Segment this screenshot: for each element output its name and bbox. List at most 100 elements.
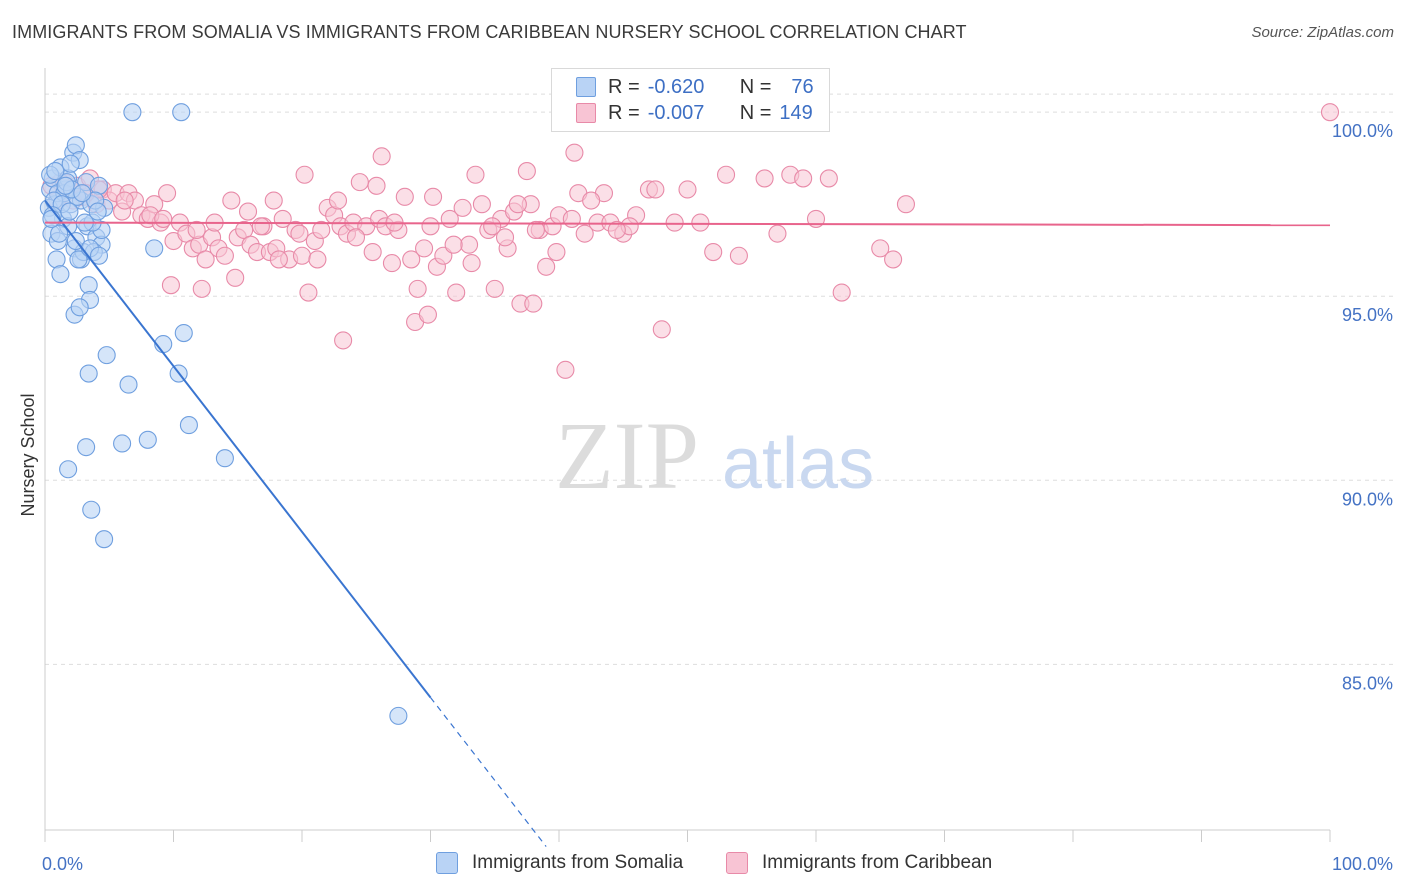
caribbean-point-77	[537, 257, 556, 276]
caribbean-point-144	[607, 220, 626, 240]
caribbean-point-132	[187, 220, 206, 240]
caribbean-point-83	[575, 224, 594, 243]
somalia-legend-swatch	[436, 852, 458, 874]
y-axis-label: Nursery School	[18, 393, 38, 516]
caribbean-point-80	[556, 360, 575, 379]
chart-source: Source: ZipAtlas.com	[1251, 24, 1394, 41]
caribbean-point-95	[755, 169, 774, 188]
somalia-point-40	[174, 323, 193, 343]
y-tick-label-0: 85.0%	[1342, 673, 1393, 693]
x-tick-label-1: 100.0%	[1332, 854, 1393, 874]
caribbean-point-112	[290, 224, 309, 243]
somalia-point-62	[69, 250, 88, 269]
caribbean-point-53	[382, 254, 402, 273]
caribbean-point-56	[402, 250, 421, 269]
caribbean-point-50	[363, 243, 382, 262]
y-tick-labels: 85.0% 90.0% 95.0% 100.0%	[1332, 121, 1393, 693]
trend-lines	[44, 199, 1331, 847]
caribbean-point-66	[466, 165, 485, 184]
caribbean-point-75	[524, 294, 543, 313]
somalia-point-60	[145, 239, 164, 258]
somalia-point-66	[73, 184, 92, 203]
somalia-point-46	[59, 460, 78, 479]
somalia-point-49	[123, 103, 142, 122]
caribbean-point-55	[395, 187, 414, 206]
caribbean-point-105	[115, 191, 134, 210]
caribbean-point-119	[424, 187, 443, 206]
caribbean-point-27	[215, 246, 234, 265]
caribbean-point-148	[161, 276, 180, 295]
caribbean-point-108	[192, 279, 211, 298]
caribbean-point-141	[526, 220, 545, 240]
caribbean-point-142	[547, 243, 566, 262]
somalia-n-label: N =	[739, 75, 772, 98]
somalia-point-42	[138, 430, 157, 449]
caribbean-points	[42, 103, 1340, 379]
caribbean-point-110	[251, 217, 270, 236]
caribbean-point-115	[346, 228, 366, 247]
caribbean-point-100	[884, 250, 903, 269]
caribbean-legend-label: Immigrants from Caribbean	[762, 852, 993, 873]
somalia-point-48	[95, 530, 114, 549]
caribbean-point-111	[269, 250, 288, 269]
caribbean-r-label: R =	[608, 101, 640, 124]
caribbean-point-40	[299, 283, 318, 302]
x-tick-labels: 0.0% 100.0%	[42, 854, 1393, 874]
chart-title: IMMIGRANTS FROM SOMALIA VS IMMIGRANTS FR…	[12, 22, 967, 42]
caribbean-point-116	[367, 176, 386, 195]
caribbean-point-92	[704, 243, 723, 262]
legend-item-somalia[interactable]: Immigrants from Somalia	[436, 852, 683, 874]
somalia-point-69	[46, 162, 65, 181]
series-legend: Immigrants from Somalia Immigrants from …	[0, 852, 1406, 878]
caribbean-point-134	[264, 191, 283, 210]
caribbean-point-64	[453, 198, 472, 217]
somalia-point-45	[215, 449, 234, 468]
legend-item-caribbean[interactable]: Immigrants from Caribbean	[726, 852, 992, 874]
y-tick-label-3: 100.0%	[1332, 121, 1393, 141]
somalia-point-14	[61, 154, 80, 173]
legend-row-somalia: R = -0.620 N = 76	[576, 75, 814, 99]
caribbean-point-18	[158, 184, 177, 203]
caribbean-point-109	[226, 268, 245, 287]
somalia-trend-extension	[430, 697, 547, 847]
watermark-zip: ZIP	[555, 402, 699, 509]
caribbean-legend-swatch	[726, 852, 748, 874]
caribbean-point-63	[447, 283, 466, 302]
caribbean-point-139	[483, 217, 502, 236]
caribbean-point-69	[485, 279, 504, 298]
somalia-point-70	[56, 176, 75, 195]
caribbean-point-48	[350, 173, 369, 192]
caribbean-point-114	[328, 191, 348, 210]
caribbean-point-28	[222, 191, 241, 210]
caribbean-point-81	[562, 209, 581, 228]
caribbean-point-91	[678, 180, 697, 199]
somalia-point-34	[70, 298, 89, 317]
y-tick-label-1: 90.0%	[1342, 489, 1393, 509]
caribbean-point-127	[646, 180, 665, 199]
caribbean-point-90	[665, 213, 684, 232]
somalia-point-30	[51, 265, 70, 284]
caribbean-point-129	[768, 224, 787, 243]
caribbean-point-147	[1320, 103, 1340, 122]
somalia-point-44	[77, 438, 96, 457]
somalia-point-74	[42, 209, 61, 228]
watermark-atlas: atlas	[722, 424, 874, 504]
somalia-point-43	[113, 434, 132, 453]
somalia-n-value: 76	[791, 75, 814, 98]
somalia-trend-line	[44, 199, 432, 699]
caribbean-point-133	[238, 202, 258, 221]
caribbean-point-65	[459, 235, 479, 254]
caribbean-point-140	[508, 195, 527, 214]
caribbean-point-135	[295, 165, 314, 184]
caribbean-point-74	[517, 162, 536, 181]
somalia-swatch	[576, 77, 596, 97]
caribbean-point-122	[495, 228, 515, 247]
caribbean-n-label: N =	[739, 101, 772, 124]
caribbean-point-107	[154, 209, 173, 228]
caribbean-point-39	[292, 246, 312, 265]
caribbean-point-120	[444, 235, 463, 254]
somalia-point-65	[60, 202, 79, 221]
caribbean-point-137	[372, 147, 391, 166]
caribbean-point-24	[196, 250, 215, 269]
